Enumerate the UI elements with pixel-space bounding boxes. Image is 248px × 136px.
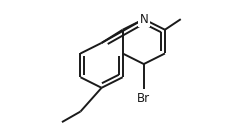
Text: N: N: [139, 13, 148, 26]
Text: Br: Br: [137, 92, 150, 105]
